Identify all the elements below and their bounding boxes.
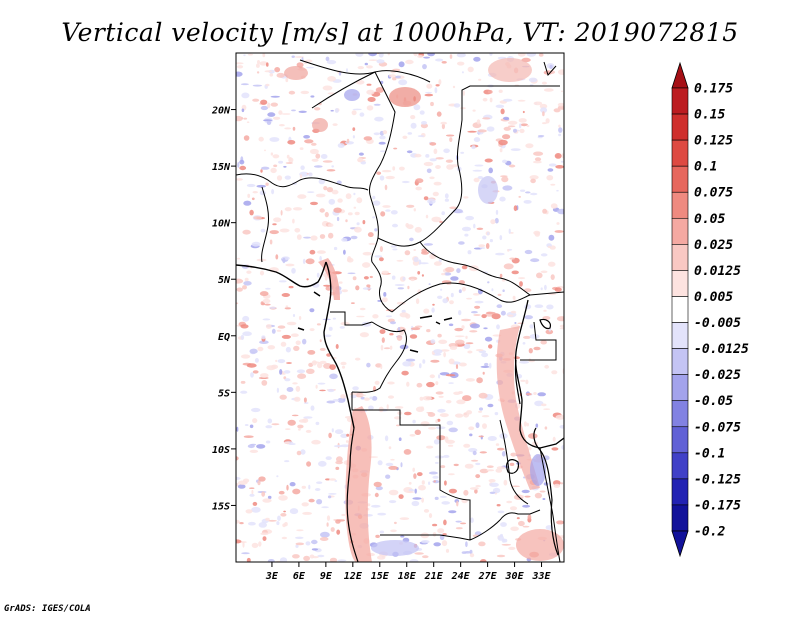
lon-tick-label: 33E bbox=[532, 571, 552, 582]
borders bbox=[236, 59, 564, 562]
map-frame bbox=[235, 52, 565, 563]
colorbar-swatch bbox=[671, 374, 689, 402]
lon-tick-label: 12E bbox=[344, 571, 363, 582]
lon-tick-label: 18E bbox=[398, 571, 417, 582]
west-africa-coastline bbox=[236, 261, 327, 288]
angola-coastline bbox=[346, 427, 359, 562]
colorbar-swatch bbox=[671, 191, 689, 219]
colorbar-swatch bbox=[671, 244, 689, 271]
colorbar-swatch bbox=[671, 296, 689, 323]
colorbar-swatch bbox=[671, 87, 689, 115]
colorbar-label: 0.1 bbox=[694, 160, 717, 175]
colorbar-swatch bbox=[671, 113, 689, 141]
lon-tick-label: 21E bbox=[424, 571, 444, 582]
colorbar-label: -0.175 bbox=[694, 498, 741, 513]
lon-tick-label: 6E bbox=[293, 571, 306, 582]
east-downdraft-cell bbox=[478, 176, 498, 204]
northeast-updraft-cell bbox=[488, 58, 532, 82]
colorbar-label: -0.125 bbox=[694, 472, 741, 487]
colorbar-swatch bbox=[671, 270, 689, 297]
credit-label: GrADS: IGES/COLA bbox=[4, 604, 91, 614]
lat-tick-label: 5S bbox=[218, 388, 230, 399]
colorbar-label: -0.0125 bbox=[694, 342, 749, 357]
sahara-downdraft-cell bbox=[344, 89, 360, 101]
central-coastline bbox=[323, 261, 355, 429]
colorbar-swatch bbox=[671, 478, 689, 506]
lat-tick-label: 10S bbox=[212, 445, 230, 456]
colorbar-swatch bbox=[671, 217, 689, 245]
lat-tick-label: 15N bbox=[212, 162, 231, 173]
colorbar-swatch bbox=[671, 452, 689, 480]
lon-tick-label: 15E bbox=[371, 571, 390, 582]
colorbar-label: -0.05 bbox=[694, 394, 733, 409]
lon-tick-label: 30E bbox=[505, 571, 525, 582]
map-title: Vertical velocity [m/s] at 1000hPa, VT: … bbox=[61, 18, 739, 47]
colorbar-label: -0.075 bbox=[694, 420, 741, 435]
lat-tick-label: 10N bbox=[212, 219, 231, 230]
colorbar-label: -0.005 bbox=[694, 316, 741, 331]
colorbar-label: 0.05 bbox=[694, 212, 725, 227]
colorbar-top-arrow bbox=[671, 61, 689, 89]
colorbar-swatch bbox=[671, 139, 689, 167]
rift-updraft-band bbox=[496, 326, 540, 490]
lat-tick-label: 15S bbox=[212, 501, 230, 512]
lon-tick-label: 24E bbox=[451, 571, 471, 582]
southeast-updraft-cell bbox=[516, 529, 564, 561]
colorbar-label: -0.1 bbox=[694, 446, 725, 461]
sahara-updraft-cell-2 bbox=[312, 118, 328, 132]
colorbar-label: 0.15 bbox=[694, 108, 725, 123]
sahara-updraft-cell bbox=[389, 87, 421, 107]
colorbar: 0.175 0.15 0.125 0.1 0.075 0.05 0.025 0.0125 0.0… bbox=[671, 61, 749, 558]
colorbar-swatch bbox=[671, 426, 689, 454]
lon-tick-label: 9E bbox=[320, 571, 333, 582]
colorbar-label: -0.2 bbox=[694, 525, 725, 540]
angola-downdraft-cell bbox=[371, 540, 419, 556]
velocity-field bbox=[236, 53, 564, 562]
lat-tick-label: 5N bbox=[218, 275, 231, 286]
north-updraft-cell bbox=[284, 66, 308, 80]
colorbar-label: 0.075 bbox=[694, 186, 733, 201]
colorbar-swatch bbox=[671, 322, 689, 349]
colorbar-swatch bbox=[671, 348, 689, 375]
axis-ticks: 3E 6E 9E 12E 15E 18E 21E 24E 27E 30E 33E 20N 15N 10N 5… bbox=[211, 106, 552, 582]
colorbar-label: 0.0125 bbox=[694, 264, 741, 279]
colorbar-label: 0.005 bbox=[694, 290, 733, 305]
lat-tick-label: EQ bbox=[218, 332, 230, 343]
colorbar-label: 0.125 bbox=[694, 134, 733, 149]
colorbar-label: 0.175 bbox=[694, 82, 733, 97]
colorbar-label: 0.025 bbox=[694, 238, 733, 253]
lat-tick-label: 20N bbox=[211, 106, 231, 117]
colorbar-label: -0.025 bbox=[694, 368, 741, 383]
colorbar-swatch bbox=[671, 504, 689, 532]
colorbar-swatch bbox=[671, 400, 689, 428]
lon-tick-label: 3E bbox=[265, 571, 279, 582]
lon-tick-label: 27E bbox=[478, 571, 498, 582]
colorbar-bottom-arrow bbox=[671, 530, 689, 558]
southeast-downdraft-cell bbox=[530, 454, 546, 486]
colorbar-swatch bbox=[671, 165, 689, 193]
